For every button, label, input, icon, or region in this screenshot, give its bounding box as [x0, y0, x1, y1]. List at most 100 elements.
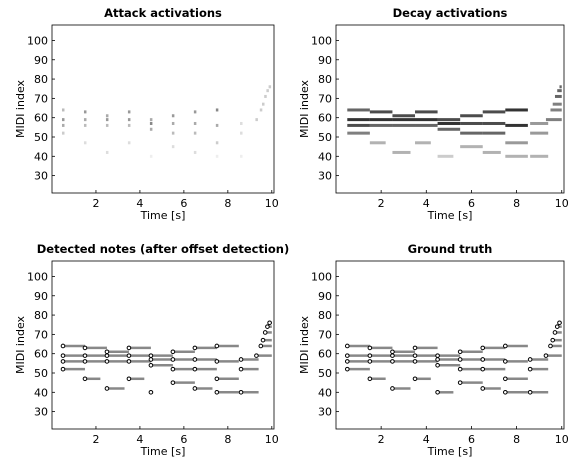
note-onset	[192, 366, 198, 372]
x-axis-label: Time [s]	[140, 209, 186, 222]
decay-segment	[415, 118, 438, 122]
note-onset	[170, 349, 176, 355]
chart-title: Ground truth	[408, 242, 493, 256]
note-onset	[265, 324, 270, 329]
decay-segment	[559, 85, 562, 89]
y-axis-label: MIDI index	[298, 79, 311, 138]
y-axis-label: MIDI index	[14, 315, 27, 374]
note-onset	[390, 359, 395, 364]
note-onset	[367, 376, 373, 382]
note-onset	[82, 376, 88, 382]
attack-cell	[268, 85, 272, 89]
attack-cell	[193, 131, 197, 135]
y-tick-label: 80	[318, 309, 332, 322]
note-onset	[126, 359, 132, 364]
plot-area	[51, 260, 275, 430]
attack-cell	[149, 121, 153, 125]
decay-segment	[554, 94, 562, 98]
decay-segment	[437, 118, 461, 122]
note-onset	[238, 357, 244, 362]
y-tick-label: 30	[34, 170, 48, 183]
y-tick-label: 40	[34, 386, 48, 399]
y-tick-label: 80	[34, 73, 48, 86]
x-tick-label: 10	[555, 433, 569, 446]
note-onset	[435, 362, 440, 368]
x-tick-label: 6	[468, 197, 475, 210]
attack-cell	[215, 108, 219, 112]
x-tick-label: 10	[265, 197, 279, 210]
y-tick-label: 90	[34, 290, 48, 303]
attack-cell	[193, 110, 197, 114]
note-onset	[60, 343, 66, 349]
y-tick-label: 30	[318, 406, 332, 419]
attack-cell	[149, 154, 153, 158]
x-tick-label: 4	[136, 197, 143, 210]
note-onset	[148, 390, 154, 395]
note-onset	[344, 359, 350, 364]
note-onset	[82, 359, 88, 364]
decay-segment	[530, 131, 549, 135]
x-tick-label: 10	[265, 433, 279, 446]
note-onset	[60, 353, 66, 358]
note-onset	[554, 324, 560, 329]
decay-segment	[545, 118, 562, 122]
note-onset	[412, 359, 418, 364]
note-onset	[214, 390, 220, 395]
note-onset	[550, 337, 556, 343]
x-tick-label: 2	[378, 197, 385, 210]
note-onset	[548, 343, 553, 349]
attack-cell	[215, 154, 219, 158]
y-tick-label: 90	[318, 54, 332, 67]
decay-segment	[347, 108, 370, 112]
x-tick-label: 8	[513, 433, 520, 446]
note-onset	[457, 366, 463, 372]
decay-segment	[460, 121, 483, 125]
attack-cell	[240, 154, 243, 158]
decay-segment	[530, 154, 549, 158]
note-onset	[60, 366, 66, 372]
note-onset	[126, 353, 132, 358]
note-onset	[148, 353, 154, 358]
note-onset	[262, 330, 268, 335]
note-onset	[260, 337, 266, 343]
note-onset	[238, 390, 244, 395]
note-onset	[557, 320, 562, 326]
note-onset	[60, 359, 66, 364]
attack-cell	[105, 123, 109, 127]
note-onset	[214, 376, 220, 382]
attack-cell	[240, 131, 243, 135]
note-onset	[435, 357, 440, 362]
y-axis-label: MIDI index	[14, 79, 27, 138]
note-onset	[148, 362, 154, 368]
attack-cell	[105, 150, 109, 154]
note-onset	[82, 353, 88, 358]
y-tick-label: 70	[34, 328, 48, 341]
note-onset	[367, 353, 373, 358]
note-onset	[192, 345, 198, 351]
attack-cell	[127, 141, 131, 145]
decay-segment	[505, 123, 528, 127]
note-onset	[390, 386, 395, 391]
note-onset	[503, 343, 508, 349]
x-tick-label: 2	[92, 433, 99, 446]
attack-cell	[171, 131, 175, 135]
y-tick-label: 80	[318, 73, 332, 86]
note-onset	[480, 366, 486, 372]
note-onset	[82, 345, 88, 351]
attack-cell	[215, 123, 219, 127]
y-tick-label: 30	[318, 170, 332, 183]
attack-cell	[61, 123, 65, 127]
plot-area	[335, 24, 565, 194]
x-tick-label: 8	[224, 433, 231, 446]
y-tick-label: 100	[27, 270, 48, 283]
x-tick-label: 4	[423, 197, 430, 210]
y-tick-label: 60	[34, 112, 48, 125]
decay-segment	[392, 118, 416, 122]
note-onset	[480, 357, 486, 362]
note-onset	[104, 349, 110, 355]
decay-segment	[460, 145, 483, 149]
decay-segment	[460, 114, 483, 118]
x-axis-label: Time [s]	[140, 445, 186, 457]
decay-segment	[369, 118, 393, 122]
